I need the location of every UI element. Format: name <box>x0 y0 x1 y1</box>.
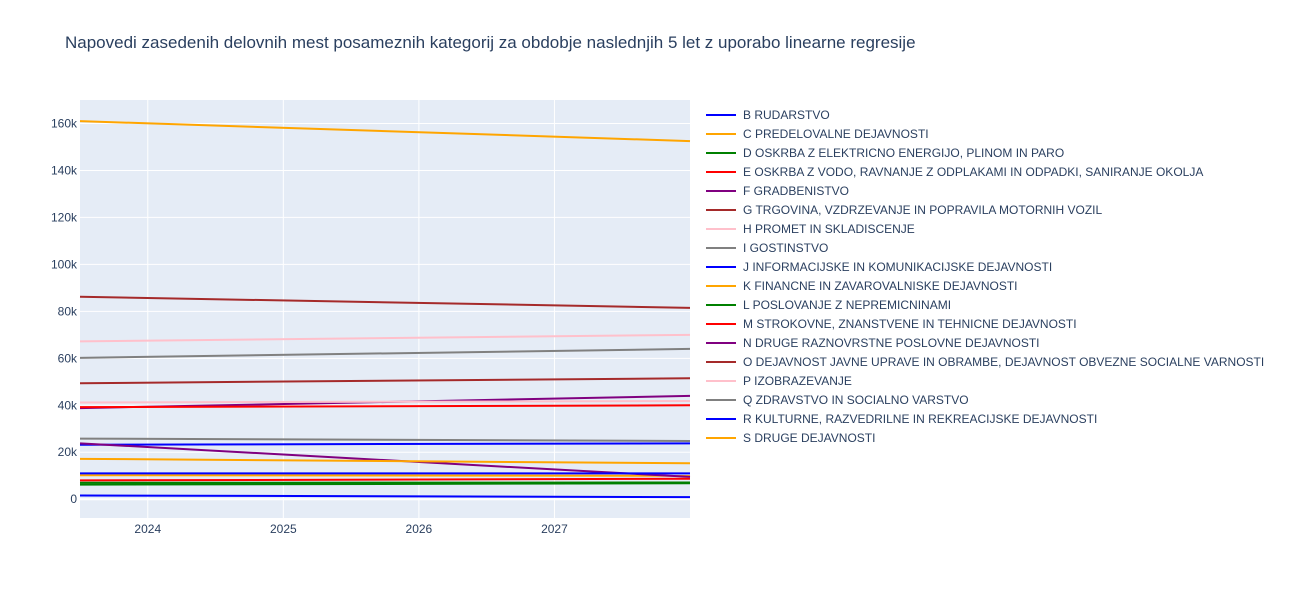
legend-swatch <box>706 132 736 135</box>
legend-swatch <box>706 246 736 249</box>
legend-item[interactable]: Q ZDRAVSTVO IN SOCIALNO VARSTVO <box>706 390 1264 409</box>
legend-swatch <box>706 284 736 287</box>
x-tick-label: 2025 <box>270 522 297 536</box>
legend: B RUDARSTVO C PREDELOVALNE DEJAVNOSTI D OS… <box>706 105 1264 447</box>
legend-swatch <box>706 208 736 211</box>
legend-item[interactable]: N DRUGE RAZNOVRSTNE POSLOVNE DEJAVNOSTI <box>706 333 1264 352</box>
legend-label: O DEJAVNOST JAVNE UPRAVE IN OBRAMBE, DEJ… <box>743 354 1265 369</box>
legend-label: R KULTURNE, RAZVEDRILNE IN REKREACIJSKE … <box>743 411 1098 426</box>
legend-item[interactable]: B RUDARSTVO <box>706 105 1264 124</box>
legend-label: C PREDELOVALNE DEJAVNOSTI <box>743 126 929 141</box>
legend-label: S DRUGE DEJAVNOSTI <box>743 430 876 445</box>
legend-label: M STROKOVNE, ZNANSTVENE IN TEHNICNE DEJA… <box>743 316 1077 331</box>
legend-item[interactable]: P IZOBRAZEVANJE <box>706 371 1264 390</box>
legend-label: Q ZDRAVSTVO IN SOCIALNO VARSTVO <box>743 392 969 407</box>
y-tick-label: 0 <box>70 492 77 506</box>
y-tick-label: 80k <box>58 304 78 318</box>
legend-item[interactable]: S DRUGE DEJAVNOSTI <box>706 428 1264 447</box>
legend-swatch <box>706 227 736 230</box>
series-line-15[interactable] <box>79 437 691 442</box>
legend-item[interactable]: H PROMET IN SKLADISCENJE <box>706 219 1264 238</box>
series-line-7[interactable] <box>79 347 691 359</box>
legend-item[interactable]: G TRGOVINA, VZDRZEVANJE IN POPRAVILA MOT… <box>706 200 1264 219</box>
legend-swatch <box>706 170 736 173</box>
legend-item[interactable]: K FINANCNE IN ZAVAROVALNISKE DEJAVNOSTI <box>706 276 1264 295</box>
y-tick-label: 100k <box>51 257 78 271</box>
y-tick-label: 60k <box>58 351 78 365</box>
series-line-6[interactable] <box>79 333 691 343</box>
plot-area[interactable] <box>80 100 690 518</box>
series-line-13[interactable] <box>79 377 691 385</box>
legend-swatch <box>706 398 736 401</box>
legend-swatch <box>706 417 736 420</box>
series-lines <box>79 120 691 499</box>
legend-label: D OSKRBA Z ELEKTRICNO ENERGIJO, PLINOM I… <box>743 145 1065 160</box>
legend-label: H PROMET IN SKLADISCENJE <box>743 221 915 236</box>
legend-label: F GRADBENISTVO <box>743 183 850 198</box>
chart-title: Napovedi zasedenih delovnih mest posamez… <box>65 33 916 52</box>
x-tick-label: 2027 <box>541 522 568 536</box>
series-line-17[interactable] <box>79 457 691 465</box>
legend-item[interactable]: O DEJAVNOST JAVNE UPRAVE IN OBRAMBE, DEJ… <box>706 352 1264 371</box>
legend-item[interactable]: J INFORMACIJSKE IN KOMUNIKACIJSKE DEJAVN… <box>706 257 1264 276</box>
legend-item[interactable]: D OSKRBA Z ELEKTRICNO ENERGIJO, PLINOM I… <box>706 143 1264 162</box>
legend-item[interactable]: M STROKOVNE, ZNANSTVENE IN TEHNICNE DEJA… <box>706 314 1264 333</box>
series-line-1[interactable] <box>79 120 691 143</box>
x-tick-label: 2026 <box>406 522 433 536</box>
legend-swatch <box>706 189 736 192</box>
series-line-11[interactable] <box>79 404 691 409</box>
legend-label: B RUDARSTVO <box>743 107 830 122</box>
legend-item[interactable]: F GRADBENISTVO <box>706 181 1264 200</box>
legend-label: K FINANCNE IN ZAVAROVALNISKE DEJAVNOSTI <box>743 278 1018 293</box>
y-tick-label: 140k <box>51 163 78 177</box>
legend-swatch <box>706 303 736 306</box>
legend-label: E OSKRBA Z VODO, RAVNANJE Z ODPLAKAMI IN… <box>743 164 1204 179</box>
legend-item[interactable]: E OSKRBA Z VODO, RAVNANJE Z ODPLAKAMI IN… <box>706 162 1264 181</box>
legend-item[interactable]: R KULTURNE, RAZVEDRILNE IN REKREACIJSKE … <box>706 409 1264 428</box>
legend-item[interactable]: L POSLOVANJE Z NEPREMICNINAMI <box>706 295 1264 314</box>
y-tick-label: 20k <box>58 445 78 459</box>
axis-tick-labels: 0 20k 40k 60k 80k 100k 120k 140k 160k 2024 2025 202… <box>51 116 568 536</box>
legend-swatch <box>706 151 736 154</box>
legend-item[interactable]: C PREDELOVALNE DEJAVNOSTI <box>706 124 1264 143</box>
legend-item[interactable]: I GOSTINSTVO <box>706 238 1264 257</box>
y-tick-label: 160k <box>51 116 78 130</box>
y-tick-label: 40k <box>58 398 78 412</box>
series-line-0[interactable] <box>79 494 691 499</box>
legend-swatch <box>706 322 736 325</box>
series-line-3[interactable] <box>79 477 691 482</box>
legend-swatch <box>706 436 736 439</box>
legend-label: N DRUGE RAZNOVRSTNE POSLOVNE DEJAVNOSTI <box>743 335 1040 350</box>
series-line-8[interactable] <box>79 442 691 446</box>
legend-label: L POSLOVANJE Z NEPREMICNINAMI <box>743 297 952 312</box>
legend-label: G TRGOVINA, VZDRZEVANJE IN POPRAVILA MOT… <box>743 202 1103 217</box>
x-tick-label: 2024 <box>134 522 161 536</box>
legend-label: J INFORMACIJSKE IN KOMUNIKACIJSKE DEJAVN… <box>743 259 1053 274</box>
legend-swatch <box>706 341 736 344</box>
legend-swatch <box>706 265 736 268</box>
series-line-14[interactable] <box>79 400 691 404</box>
legend-swatch <box>706 113 736 116</box>
y-tick-label: 120k <box>51 210 78 224</box>
legend-swatch <box>706 360 736 363</box>
legend-swatch <box>706 379 736 382</box>
legend-label: I GOSTINSTVO <box>743 240 829 255</box>
legend-label: P IZOBRAZEVANJE <box>743 373 852 388</box>
series-line-5[interactable] <box>79 295 691 309</box>
